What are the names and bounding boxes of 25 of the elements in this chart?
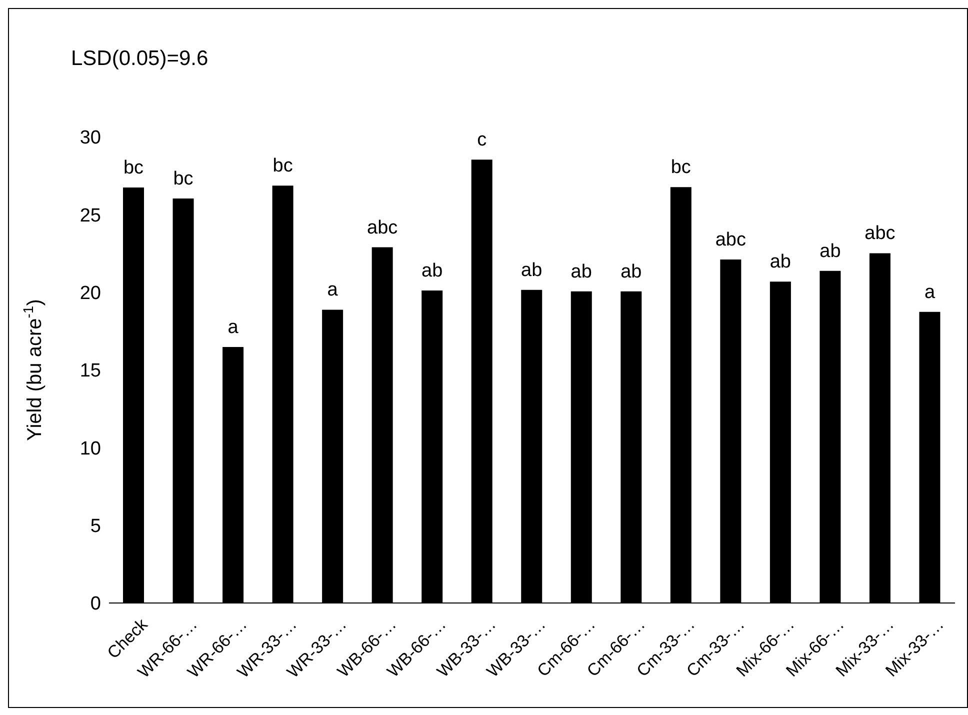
data-label: bc bbox=[173, 168, 194, 190]
data-label: abc bbox=[367, 217, 398, 238]
data-label: a bbox=[228, 317, 239, 338]
data-label: abc bbox=[715, 230, 746, 251]
chart-title: LSD(0.05)=9.6 bbox=[71, 47, 208, 71]
data-label: bc bbox=[670, 157, 691, 178]
data-label: ab bbox=[521, 260, 542, 281]
data-label: ab bbox=[570, 261, 592, 282]
data-label: ab bbox=[820, 240, 841, 262]
y-tick-label: 30 bbox=[80, 128, 101, 149]
data-label: ab bbox=[770, 252, 792, 273]
data-label: a bbox=[924, 282, 936, 303]
data-label: ab bbox=[422, 260, 443, 282]
y-tick-label: 20 bbox=[80, 283, 101, 304]
y-tick-label: 25 bbox=[80, 205, 101, 226]
y-tick-label: 5 bbox=[90, 516, 101, 538]
y-tick-label: 0 bbox=[90, 594, 101, 615]
data-label: bc bbox=[123, 157, 144, 178]
data-label: a bbox=[327, 280, 338, 301]
data-label: ab bbox=[620, 261, 642, 282]
data-label: bc bbox=[272, 156, 293, 177]
data-label: c bbox=[477, 130, 487, 151]
y-tick-label: 15 bbox=[80, 360, 101, 382]
data-label: abc bbox=[864, 223, 896, 244]
y-tick-label: 10 bbox=[80, 438, 101, 460]
